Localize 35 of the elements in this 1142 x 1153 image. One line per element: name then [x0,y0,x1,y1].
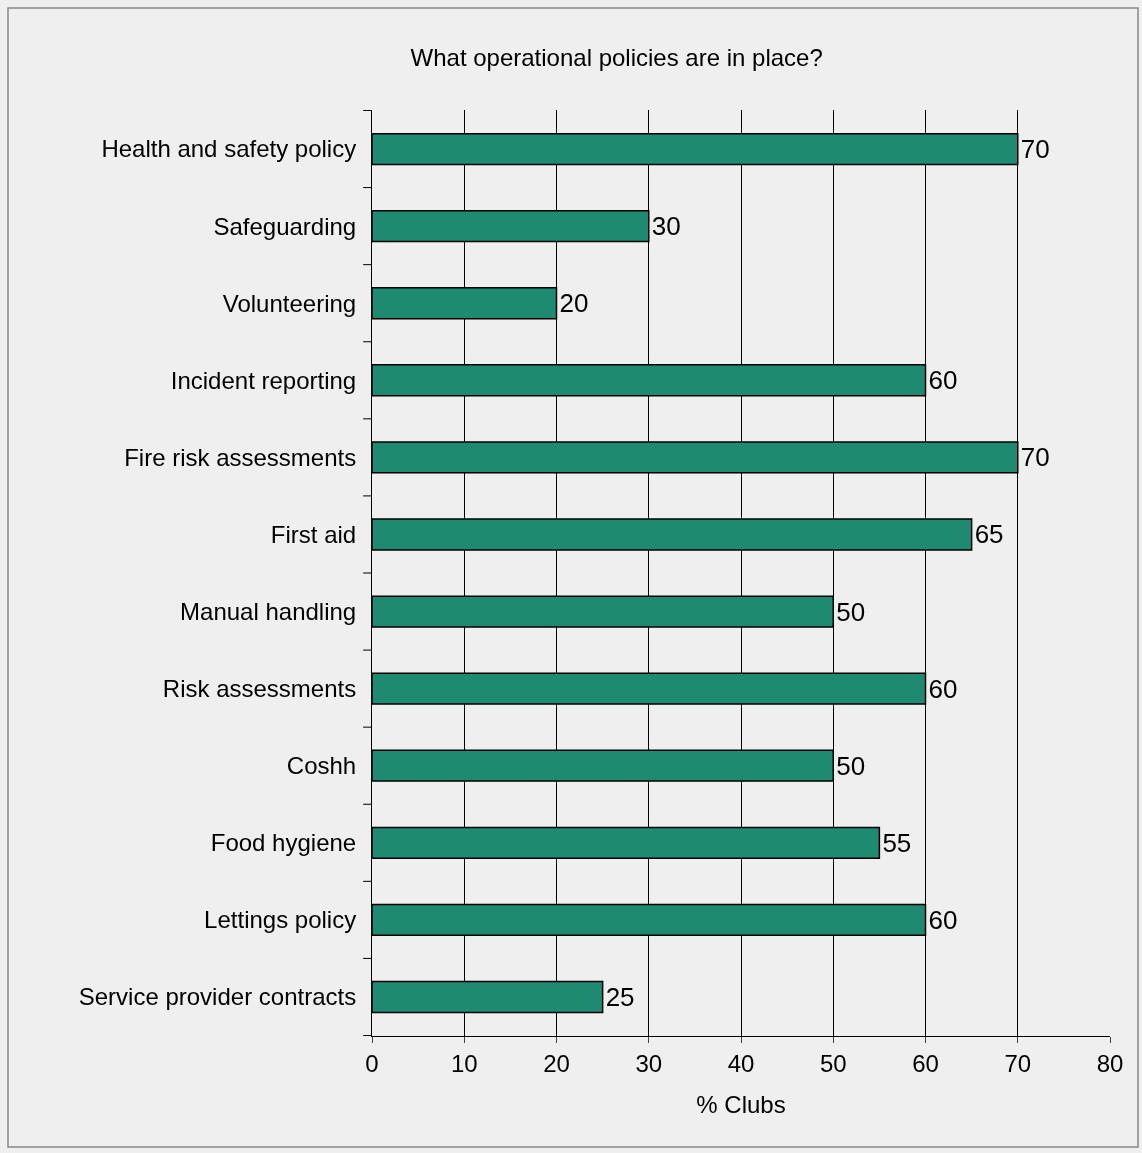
y-tick-label: Volunteering [222,289,357,317]
y-tick-label: Incident reporting [170,366,357,394]
y-tick-label: Safeguarding [213,212,357,240]
data-label: 60 [928,673,958,704]
data-label: 50 [836,750,866,781]
y-tick-label: Manual handling [180,597,357,625]
x-tick-label: 0 [365,1049,379,1077]
data-label: 25 [605,981,635,1012]
data-label: 65 [974,519,1004,550]
data-label: 60 [928,904,958,935]
y-tick-label: Risk assessments [162,675,357,703]
x-axis-title: % Clubs [696,1091,786,1119]
y-tick-label: Coshh [286,752,357,780]
data-label: 50 [836,596,866,627]
data-label: 55 [882,827,912,858]
x-tick-label: 20 [543,1049,570,1077]
data-label: 70 [1020,442,1050,473]
x-tick-label: 30 [635,1049,663,1077]
data-label: 60 [928,365,958,396]
data-label: 30 [651,211,681,242]
x-tick-label: 10 [450,1049,478,1077]
y-tick-label: Health and safety policy [101,135,357,163]
x-tick-label: 50 [819,1049,847,1077]
y-tick-label: Lettings policy [204,906,357,934]
x-tick-label: 80 [1096,1049,1124,1077]
x-tick-label: 60 [912,1049,939,1077]
x-tick-label: 70 [1004,1049,1032,1077]
chart-title: What operational policies are in place? [410,44,823,72]
y-tick-label: Fire risk assessments [124,443,357,471]
data-label: 20 [559,288,589,319]
y-tick-label: First aid [270,520,357,548]
x-tick-label: 40 [727,1049,755,1077]
y-tick-label: Food hygiene [210,829,357,857]
y-tick-label: Service provider contracts [78,983,357,1011]
data-label: 70 [1020,134,1050,165]
